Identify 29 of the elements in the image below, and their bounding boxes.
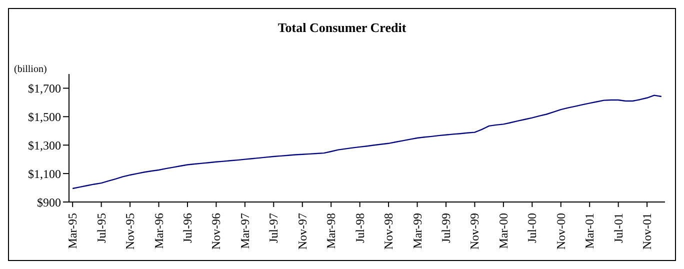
chart-title: Total Consumer Credit [276,20,408,36]
x-tick-label: Nov-98 [382,213,396,250]
x-tick-label: Mar-01 [582,213,597,249]
x-tick-label: Jul-95 [94,213,108,243]
x-tick-label: Nov-96 [209,213,224,250]
x-tick-label: Jul-96 [180,213,194,243]
x-tick-label: Jul-01 [611,213,626,243]
x-tick-label: Mar-99 [410,213,424,249]
x-tick-label: Jul-97 [266,213,281,243]
line-series [72,94,662,190]
x-tick-label: Nov-95 [123,213,138,250]
x-tick-label: Mar-96 [152,213,166,249]
x-tick-label: Mar-00 [496,213,510,249]
x-tick-label: Jul-99 [438,213,453,243]
x-tick-label: Mar-98 [324,213,338,249]
x-tick-label: Jul-98 [352,213,367,243]
y-tick-label: $1,700 [28,81,61,96]
x-tick-label: Nov-99 [468,213,482,250]
y-tick-label: $1,100 [28,166,61,181]
x-tick-label: Mar-95 [66,213,80,249]
y-tick-label: $1,300 [28,138,61,152]
y-axis-title: (billion) [14,64,47,75]
y-tick-label: $1,500 [28,110,61,124]
x-tick-label: Nov-01 [640,213,654,250]
x-tick-label: Mar-97 [238,213,252,249]
y-tick-label: $900 [37,195,61,210]
x-tick-label: Nov-00 [554,213,568,250]
x-tick-label: Nov-97 [295,213,310,250]
x-tick-label: Jul-00 [525,213,540,243]
